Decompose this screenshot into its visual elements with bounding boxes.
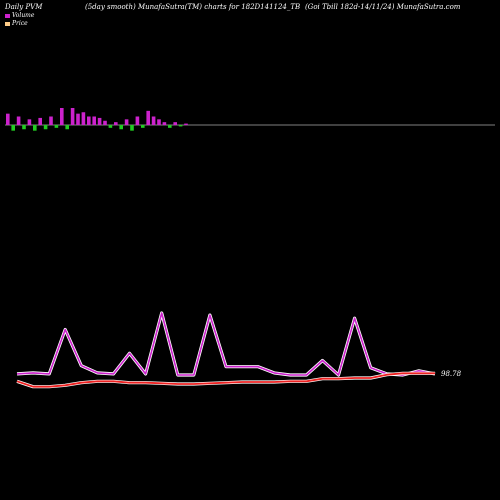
volume-bar <box>16 116 21 125</box>
legend-price-swatch <box>5 21 10 26</box>
volume-bar <box>43 125 48 130</box>
legend-volume-swatch <box>5 13 10 18</box>
volume-bar <box>103 120 107 125</box>
legend-price: Price <box>5 20 28 27</box>
volume-bar <box>97 117 102 125</box>
volume-line <box>16 312 436 376</box>
volume-bar <box>38 117 42 125</box>
volume-bar <box>108 125 113 128</box>
volume-bar <box>162 122 167 125</box>
price-line-outline <box>16 371 435 389</box>
volume-bar <box>54 125 59 128</box>
volume-bar <box>178 125 183 127</box>
chart-title-middle: (5day smooth) MunafaSutra(TM) charts for… <box>85 3 301 11</box>
volume-bar <box>49 116 53 125</box>
chart-title-left: Daily PVM <box>5 3 43 11</box>
volume-bar <box>87 116 91 125</box>
volume-bar <box>92 116 96 125</box>
chart-title-right: (Goi Tbill 182d-14/11/24) MunafaSutra.co… <box>305 3 461 11</box>
volume-bar <box>168 125 172 128</box>
volume-bar <box>141 125 145 128</box>
volume-bar <box>76 113 80 125</box>
volume-bar <box>130 125 134 131</box>
volume-bar <box>173 122 177 125</box>
volume-bar <box>124 119 129 125</box>
price-line <box>16 372 435 388</box>
volume-bar <box>184 123 188 125</box>
price-label: 98.78 <box>441 370 462 378</box>
volume-bar <box>157 119 161 125</box>
volume-bar <box>81 112 86 125</box>
volume-bar <box>65 125 69 130</box>
volume-bar <box>135 116 140 125</box>
volume-bar <box>27 119 32 125</box>
volume-bar <box>60 108 64 125</box>
volume-bar <box>70 108 75 125</box>
legend-volume: Volume <box>5 12 34 19</box>
volume-bar <box>6 113 10 125</box>
volume-bar <box>22 125 26 130</box>
volume-bar <box>114 122 118 125</box>
legend-volume-label: Volume <box>12 12 35 19</box>
volume-bar <box>33 125 37 131</box>
volume-bar <box>151 116 156 125</box>
volume-bar <box>11 125 15 131</box>
volume-bar <box>146 110 150 125</box>
volume-bar <box>119 125 123 130</box>
legend-price-label: Price <box>12 20 28 27</box>
